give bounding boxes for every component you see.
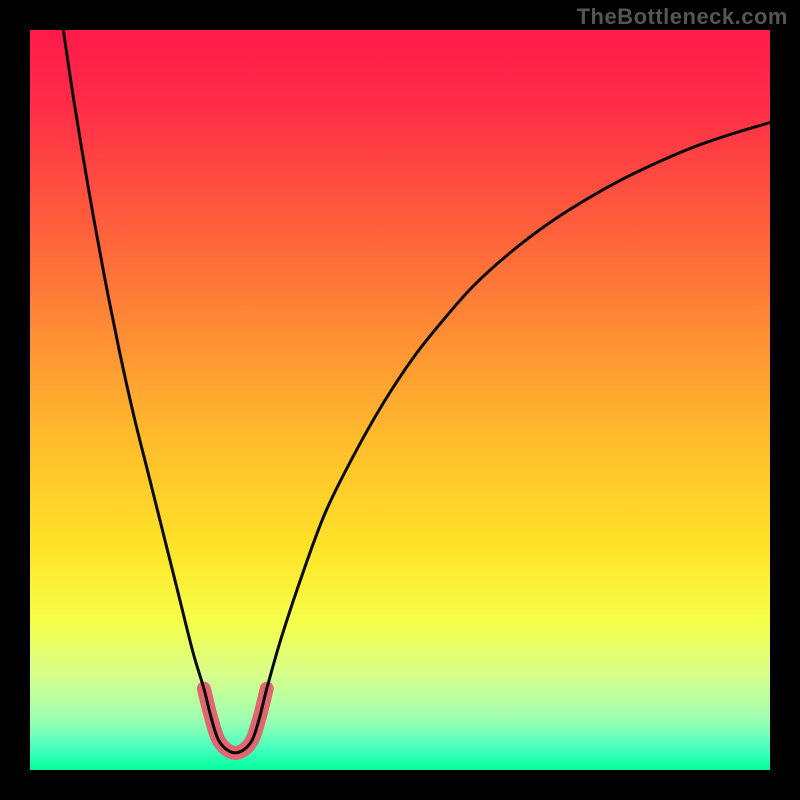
- watermark-text: TheBottleneck.com: [577, 4, 788, 30]
- chart-svg: [0, 0, 800, 800]
- plot-background: [30, 30, 770, 770]
- chart-root: TheBottleneck.com: [0, 0, 800, 800]
